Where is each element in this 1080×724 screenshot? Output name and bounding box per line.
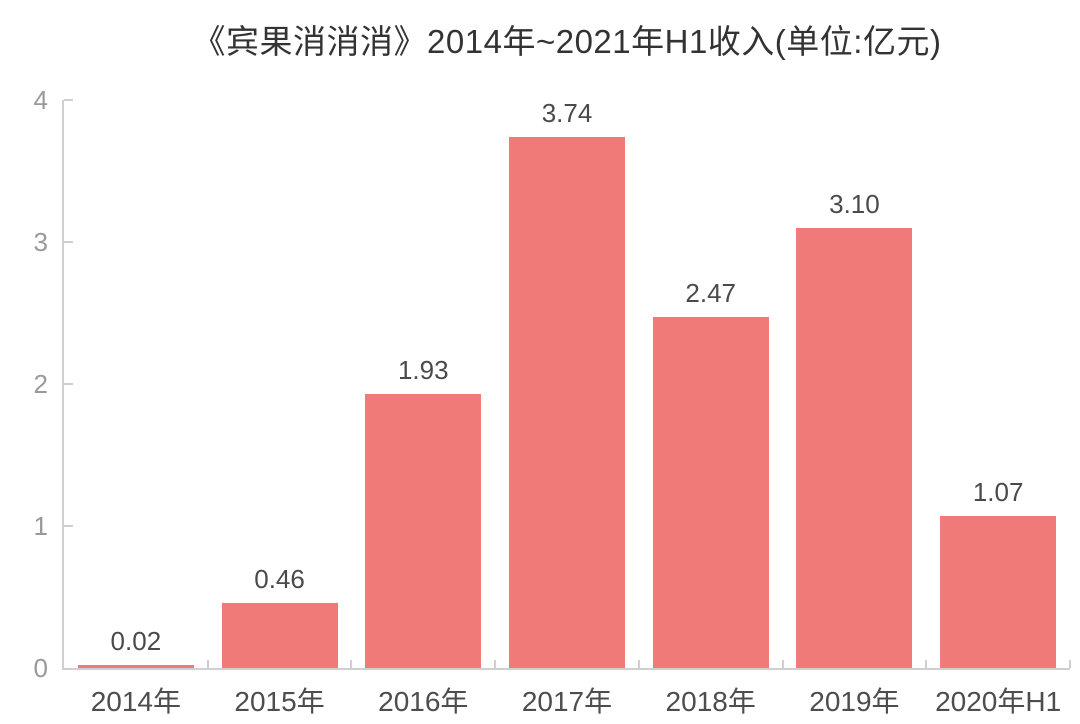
bar-2018年 xyxy=(652,317,769,668)
y-axis-label: 4 xyxy=(33,85,48,115)
bar-2019年 xyxy=(796,227,913,668)
x-axis-label: 2018年 xyxy=(665,686,756,717)
y-axis-label: 0 xyxy=(33,653,48,683)
x-axis-label: 2019年 xyxy=(809,686,900,717)
x-axis-tick xyxy=(206,660,209,668)
bar-2017年 xyxy=(509,136,625,668)
x-axis-label: 2016年 xyxy=(378,686,469,717)
bar-2015年 xyxy=(221,602,338,668)
y-axis-tick xyxy=(64,99,73,101)
y-axis-tick xyxy=(64,525,73,527)
x-axis-label: 2017年 xyxy=(521,686,613,717)
chart-title: 《宾果消消消》2014年~2021年H1收入(单位:亿元) xyxy=(192,23,942,60)
bar-value-label: 1.93 xyxy=(397,354,449,385)
x-axis-tick xyxy=(637,660,640,668)
x-axis-tick xyxy=(350,660,353,668)
x-axis-tick xyxy=(781,660,784,668)
bar-value-label: 0.46 xyxy=(254,563,305,594)
y-axis-label: 1 xyxy=(33,511,48,541)
y-axis-label: 3 xyxy=(33,227,48,257)
x-axis-label: 2020年H1 xyxy=(935,686,1062,717)
bar-2014年 xyxy=(77,665,194,668)
bar-2016年 xyxy=(365,393,482,668)
x-axis-label: 2014年 xyxy=(90,686,181,717)
x-axis-tick xyxy=(925,660,928,668)
y-axis-tick xyxy=(64,241,73,243)
y-axis-label: 2 xyxy=(33,369,48,399)
bar-value-label: 3.10 xyxy=(829,188,880,219)
x-axis-line xyxy=(62,668,1070,670)
bar-value-label: 1.07 xyxy=(972,477,1024,508)
y-axis-tick xyxy=(64,383,73,385)
x-axis-tick xyxy=(494,660,497,668)
bar-value-label: 2.47 xyxy=(685,278,736,309)
bar-value-label: 3.74 xyxy=(541,97,593,128)
plot-area: 0.02 0.46 1.93 3.74 2.47 3.10 1.07 2014年 2015年 2… xyxy=(34,86,1071,717)
bar-2020年H1 xyxy=(940,516,1057,668)
bar-value-label: 0.02 xyxy=(110,626,162,656)
x-axis-label: 2015年 xyxy=(234,686,325,717)
x-axis-tick xyxy=(1069,660,1071,668)
y-axis-line xyxy=(62,100,64,670)
